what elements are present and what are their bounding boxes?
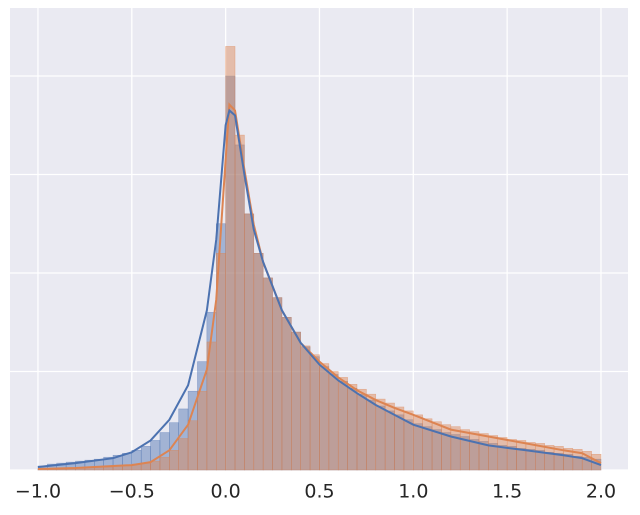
histogram-bar (253, 253, 264, 471)
histogram-bar (431, 421, 442, 471)
histogram-bar (488, 435, 499, 471)
x-tick-label: −1.0 (15, 481, 61, 503)
histogram-bar (497, 437, 508, 471)
histogram-bar (459, 429, 470, 471)
histogram-bar (478, 433, 489, 471)
histogram-bar (469, 431, 480, 471)
histogram-bar (525, 442, 536, 471)
histogram-bar (337, 377, 348, 471)
histogram-bar (300, 345, 311, 471)
x-tick-label: 0.5 (304, 481, 334, 503)
histogram-bar (234, 134, 245, 471)
histogram-bar (187, 420, 198, 471)
histogram-bar (309, 354, 320, 471)
histogram-bar (441, 424, 452, 471)
histogram-bar (262, 277, 273, 471)
histogram-bar (169, 450, 179, 471)
histogram-bar (150, 460, 161, 471)
histogram-bar (103, 466, 114, 471)
histogram-bar (450, 426, 461, 471)
histogram-bar (328, 371, 339, 471)
histogram-bar (356, 388, 367, 471)
kde-line (37, 108, 602, 469)
x-tick-label: 1.0 (398, 481, 428, 503)
histogram-bar (366, 393, 377, 471)
x-tick-label: 1.5 (492, 481, 522, 503)
x-tick-label: 2.0 (586, 481, 616, 503)
histogram-bar (506, 439, 517, 471)
histogram-bar (281, 317, 292, 471)
histogram-bar (347, 384, 358, 471)
x-tick-label: −0.5 (109, 481, 155, 503)
histogram-bar (178, 438, 189, 471)
histogram-bar (516, 440, 527, 471)
histogram-bar (413, 414, 423, 471)
histogram-bar (244, 213, 255, 471)
histogram-bar (291, 331, 301, 471)
histogram-bar (422, 418, 433, 471)
histogram-bar (319, 363, 330, 471)
histogram-bar (197, 390, 208, 471)
histogram-bar (272, 297, 283, 471)
histogram-bar (159, 456, 170, 471)
x-tick-label: 0.0 (211, 481, 241, 503)
